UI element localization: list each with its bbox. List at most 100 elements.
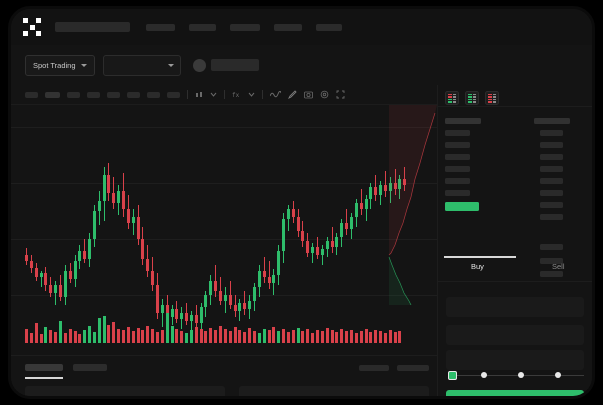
- both-bars-icon: [448, 93, 452, 103]
- orderbook-spread-row[interactable]: [445, 202, 479, 211]
- volume-bar: [73, 331, 77, 343]
- candlestick-type-icon[interactable]: [195, 91, 203, 99]
- orderbook-rows[interactable]: [438, 110, 592, 280]
- volume-bar: [83, 330, 87, 343]
- timeframe-1[interactable]: [25, 91, 38, 98]
- order-total-field[interactable]: [446, 350, 584, 370]
- timeframe-8[interactable]: [167, 91, 180, 98]
- nav-item-5[interactable]: [316, 23, 342, 31]
- timeframe-3[interactable]: [67, 91, 80, 98]
- orderbook-row-right[interactable]: [540, 214, 563, 220]
- volume-bar: [335, 332, 339, 343]
- volume-bar: [282, 329, 286, 343]
- volume-bar: [117, 329, 121, 343]
- orderbook-row-right[interactable]: [540, 130, 563, 136]
- timeframe-6[interactable]: [127, 91, 140, 98]
- orderbook-row-right[interactable]: [540, 202, 563, 208]
- candle-body: [92, 211, 96, 239]
- fullscreen-icon[interactable]: [336, 90, 345, 99]
- candle-body: [306, 241, 310, 253]
- slider-stop-25[interactable]: [481, 372, 487, 378]
- order-amount-field[interactable]: [446, 325, 584, 345]
- candle-body: [388, 183, 392, 191]
- order-price-field[interactable]: [446, 297, 584, 317]
- nav-item-2[interactable]: [189, 23, 216, 31]
- orderbook-row-right[interactable]: [540, 166, 563, 172]
- tab-buy[interactable]: Buy: [471, 262, 484, 271]
- wave-indicator-icon[interactable]: [270, 91, 281, 98]
- okx-logo[interactable]: [23, 18, 41, 36]
- orderbook-row-left[interactable]: [445, 154, 470, 160]
- orders-action-1[interactable]: [359, 365, 389, 371]
- timeframe-7[interactable]: [147, 91, 160, 98]
- timeframe-2[interactable]: [45, 91, 60, 98]
- volume-bar: [243, 332, 247, 343]
- volume-bar: [393, 332, 397, 343]
- settings-gear-icon[interactable]: [320, 90, 329, 99]
- orderbook-row-right[interactable]: [540, 258, 563, 264]
- top-navigation-bar: [11, 9, 592, 45]
- timeframe-4[interactable]: [87, 91, 100, 98]
- orderbook-row-left[interactable]: [445, 178, 470, 184]
- price-chart[interactable]: [11, 105, 437, 355]
- candle-body: [354, 203, 358, 217]
- chart-toolbar: fx: [11, 85, 437, 105]
- candle-wick: [55, 281, 57, 305]
- orders-action-2[interactable]: [397, 365, 429, 371]
- nav-item-4[interactable]: [274, 23, 302, 31]
- orders-tab-history[interactable]: [73, 364, 107, 371]
- app-screen: Spot Trading: [11, 9, 592, 396]
- candle-body: [88, 239, 92, 259]
- orderbook-row-left[interactable]: [445, 130, 470, 136]
- slider-track: [448, 375, 584, 376]
- chevron-down-icon[interactable]: [248, 92, 255, 97]
- amount-percent-slider[interactable]: [448, 371, 584, 381]
- candle-body: [25, 255, 28, 261]
- orderbook-row-left[interactable]: [445, 142, 470, 148]
- orderbook-row-right[interactable]: [540, 154, 563, 160]
- orderbook-row-left[interactable]: [445, 190, 470, 196]
- candle-body: [243, 303, 247, 309]
- orderbook-row-right[interactable]: [540, 178, 563, 184]
- orderbook-row-right[interactable]: [540, 271, 563, 277]
- volume-bar: [286, 332, 290, 343]
- candle-body: [185, 313, 189, 321]
- orderbook-view-bids[interactable]: [465, 91, 479, 105]
- orderbook-row-right[interactable]: [540, 190, 563, 196]
- candle-body: [238, 303, 242, 311]
- orderbook-view-asks[interactable]: [485, 91, 499, 105]
- camera-snapshot-icon[interactable]: [304, 90, 313, 99]
- volume-bar: [291, 330, 295, 343]
- nav-item-1[interactable]: [146, 23, 175, 31]
- global-search-input[interactable]: [55, 22, 130, 32]
- nav-item-3[interactable]: [230, 23, 260, 31]
- submit-buy-button[interactable]: [446, 390, 584, 396]
- candle-wick: [394, 169, 396, 195]
- candle-body: [34, 268, 38, 277]
- orderbook-view-toggles: [438, 85, 592, 110]
- trading-pair-select[interactable]: [102, 54, 181, 76]
- tab-sell[interactable]: Sell: [552, 262, 565, 271]
- volume-bar: [277, 331, 281, 343]
- timeframe-5[interactable]: [107, 91, 120, 98]
- volume-bar: [228, 331, 232, 343]
- toolbar-divider: [187, 90, 188, 99]
- slider-handle[interactable]: [448, 371, 457, 380]
- volume-bar: [345, 331, 349, 343]
- slider-stop-75[interactable]: [555, 372, 561, 378]
- chevron-down-icon[interactable]: [210, 92, 217, 97]
- orders-tab-open[interactable]: [25, 364, 63, 371]
- indicator-icon[interactable]: fx: [232, 91, 241, 99]
- orderbook-view-both[interactable]: [445, 91, 459, 105]
- buy-sell-tabs: Buy Sell: [444, 256, 586, 278]
- volume-bar: [165, 313, 169, 343]
- market-type-select[interactable]: Spot Trading: [25, 54, 95, 76]
- orderbook-row-right[interactable]: [540, 244, 563, 250]
- orderbook-row-left[interactable]: [445, 166, 470, 172]
- volume-bar: [330, 330, 334, 343]
- orderbook-row-right[interactable]: [540, 142, 563, 148]
- pencil-draw-icon[interactable]: [288, 90, 297, 99]
- slider-stop-50[interactable]: [518, 372, 524, 378]
- candle-body: [335, 237, 339, 247]
- candle-body: [252, 287, 256, 301]
